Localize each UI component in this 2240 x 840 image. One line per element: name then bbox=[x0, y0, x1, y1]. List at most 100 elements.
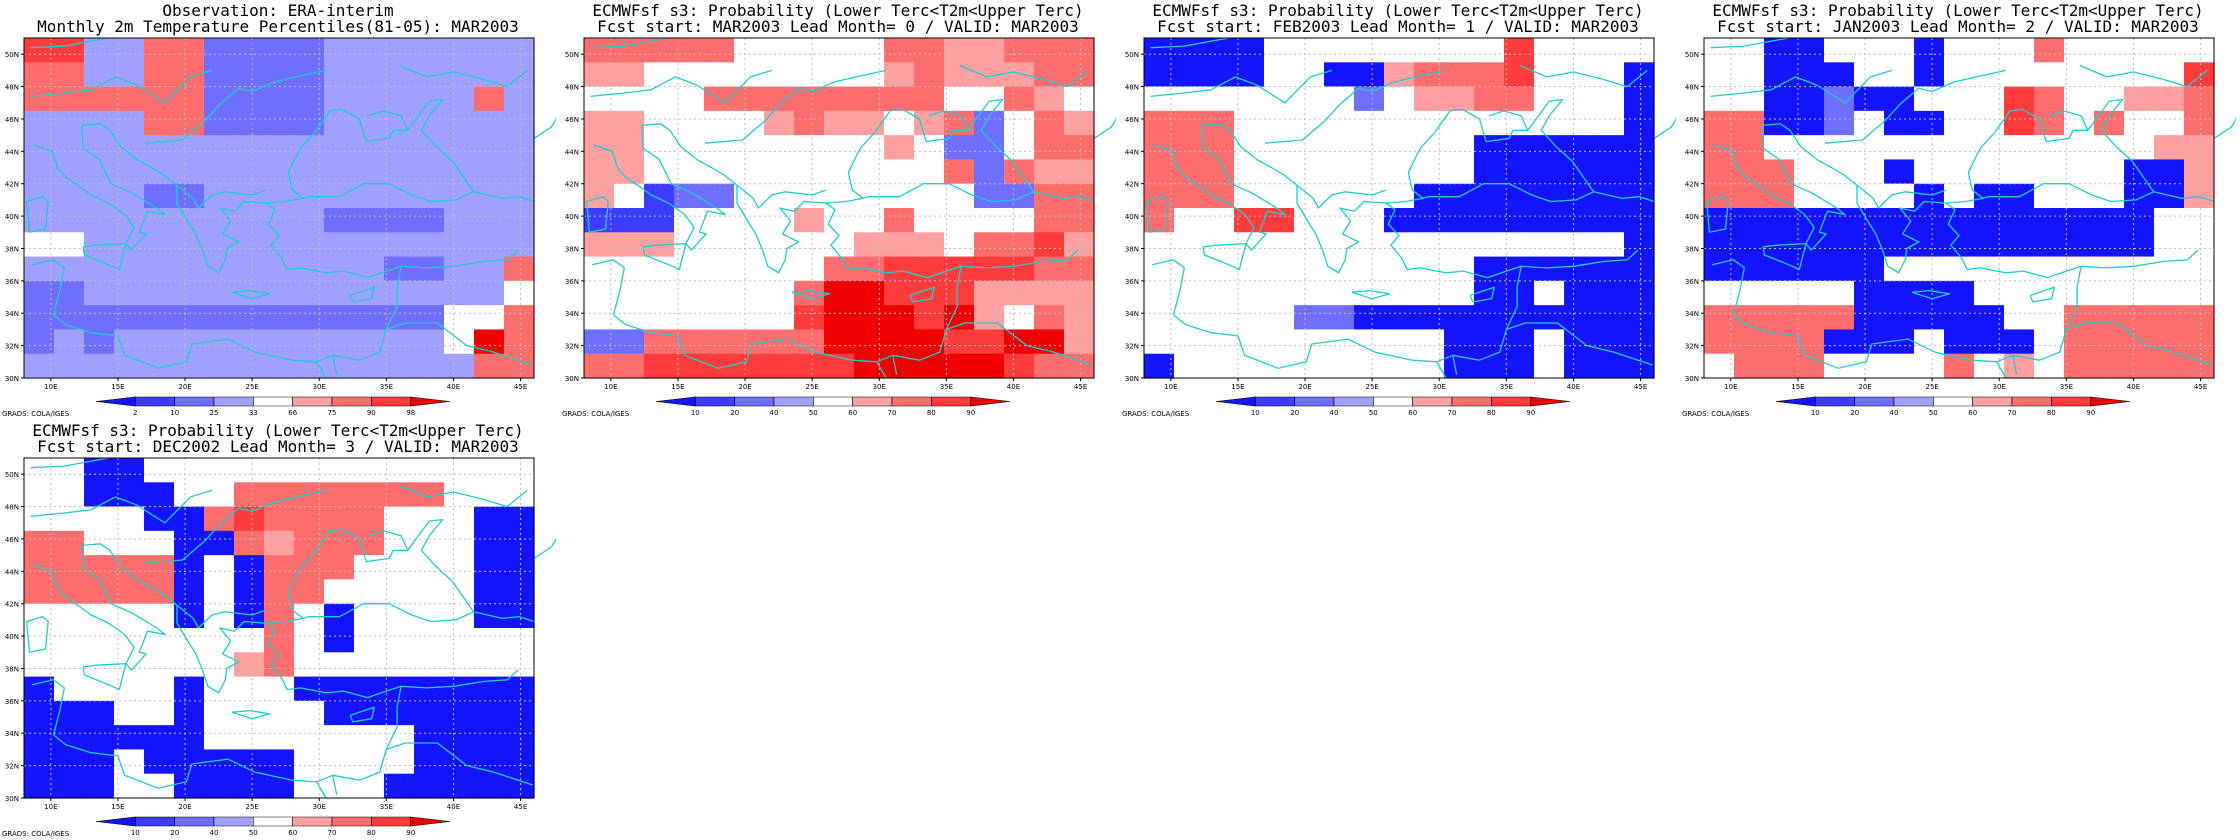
lon-label: 30E bbox=[1993, 383, 2006, 391]
grid-cell bbox=[204, 700, 235, 726]
grid-cell bbox=[234, 135, 265, 161]
grid-cell bbox=[1914, 232, 1945, 258]
grid-cell bbox=[1794, 280, 1825, 306]
grid-cell bbox=[704, 62, 735, 88]
grid-cell bbox=[174, 773, 205, 799]
coastline bbox=[33, 545, 166, 671]
grid-cell bbox=[384, 232, 415, 258]
grid-cell bbox=[384, 579, 415, 605]
grid-cell bbox=[1764, 208, 1795, 233]
grid-cell bbox=[1624, 62, 1655, 88]
grid-cell bbox=[1414, 159, 1445, 185]
grid-cell bbox=[474, 305, 505, 331]
grid-cell bbox=[414, 86, 445, 112]
colorbar-box bbox=[1215, 396, 1256, 407]
grid-cell bbox=[24, 725, 55, 751]
colorbar-label: 80 bbox=[367, 829, 376, 837]
grid-cell bbox=[1564, 86, 1595, 112]
colorbar-label: 60 bbox=[288, 829, 297, 837]
grid-cell bbox=[1234, 305, 1265, 331]
grid-cell bbox=[24, 458, 55, 483]
lat-label: 48N bbox=[1125, 84, 1139, 92]
grid-cell bbox=[114, 62, 145, 88]
grid-cell bbox=[504, 676, 535, 702]
colorbar-label: 50 bbox=[249, 829, 258, 837]
grid-cell bbox=[174, 135, 205, 161]
grid-cell bbox=[1824, 329, 1855, 355]
coastline bbox=[349, 706, 375, 723]
coastline bbox=[386, 742, 533, 786]
grid-cell bbox=[1734, 353, 1765, 379]
coastline bbox=[704, 69, 887, 144]
grid-cell bbox=[1064, 208, 1095, 233]
grid-cell bbox=[1824, 183, 1855, 209]
lat-label: 46N bbox=[5, 536, 19, 544]
lon-label: 20E bbox=[1298, 383, 1311, 391]
lat-label: 42N bbox=[1125, 181, 1139, 189]
coastline bbox=[231, 289, 271, 300]
grid-cell bbox=[614, 183, 645, 209]
grid-cell bbox=[414, 603, 445, 629]
grid-cell bbox=[24, 38, 55, 63]
grid-cell bbox=[114, 700, 145, 726]
grid-cell bbox=[824, 86, 855, 112]
grid-cell bbox=[1594, 38, 1625, 63]
grid-cell bbox=[1504, 159, 1535, 185]
grid-cell bbox=[174, 530, 205, 556]
grid-cell bbox=[474, 749, 505, 775]
grid-cell bbox=[734, 135, 765, 161]
lon-label: 15E bbox=[1791, 383, 1804, 391]
lon-label: 35E bbox=[2060, 383, 2073, 391]
grid-cell bbox=[1354, 208, 1385, 233]
coastline bbox=[1593, 191, 1655, 203]
lon-label: 30E bbox=[313, 383, 326, 391]
grid-cell bbox=[1414, 329, 1445, 355]
grid-cell bbox=[1914, 256, 1945, 282]
coastline bbox=[176, 604, 266, 629]
grid-cell bbox=[1174, 38, 1205, 63]
grid-cell bbox=[674, 62, 705, 88]
lon-label: 45E bbox=[514, 803, 527, 811]
grid-cell bbox=[824, 62, 855, 88]
grid-cell bbox=[1854, 38, 1885, 63]
grid-cell bbox=[1884, 159, 1915, 185]
grid-cell bbox=[504, 749, 535, 775]
lon-label: 35E bbox=[1500, 383, 1513, 391]
grid-cell bbox=[24, 62, 55, 88]
grid-cell bbox=[1294, 38, 1325, 63]
grid-cell bbox=[1824, 110, 1855, 136]
grid-cell bbox=[1974, 208, 2005, 233]
grid-cell bbox=[1144, 305, 1175, 331]
grid-cell bbox=[1064, 86, 1095, 112]
grid-cell bbox=[1794, 305, 1825, 331]
grid-cell bbox=[174, 353, 205, 379]
grid-cell bbox=[474, 773, 505, 799]
grid-cell bbox=[1034, 280, 1065, 306]
coastline bbox=[1469, 286, 1495, 303]
coastline bbox=[892, 355, 898, 375]
coastline bbox=[1202, 242, 1247, 271]
grid-cell bbox=[1504, 280, 1535, 306]
lat-label: 36N bbox=[565, 278, 579, 286]
grid-cell bbox=[444, 506, 475, 532]
grid-cell bbox=[504, 62, 535, 88]
grid-cell bbox=[2154, 62, 2185, 88]
grid-cell bbox=[584, 353, 615, 379]
lon-label: 40E bbox=[447, 803, 460, 811]
grid-cell bbox=[234, 183, 265, 209]
grid-cell bbox=[974, 208, 1005, 233]
coastline bbox=[401, 249, 519, 269]
grid-cell bbox=[1384, 62, 1415, 88]
grid-cell bbox=[54, 353, 85, 379]
grid-cell bbox=[1174, 62, 1205, 88]
grid-cell bbox=[1974, 329, 2005, 355]
grid-cell bbox=[324, 159, 355, 185]
grid-cell bbox=[1004, 110, 1035, 136]
grid-cell bbox=[1704, 280, 1735, 306]
grid-cell bbox=[354, 86, 385, 112]
grid-cell bbox=[294, 232, 325, 258]
grid-cell bbox=[24, 86, 55, 112]
grid-cell bbox=[1294, 353, 1325, 379]
grid-cell bbox=[174, 232, 205, 258]
lon-label: 35E bbox=[380, 803, 393, 811]
